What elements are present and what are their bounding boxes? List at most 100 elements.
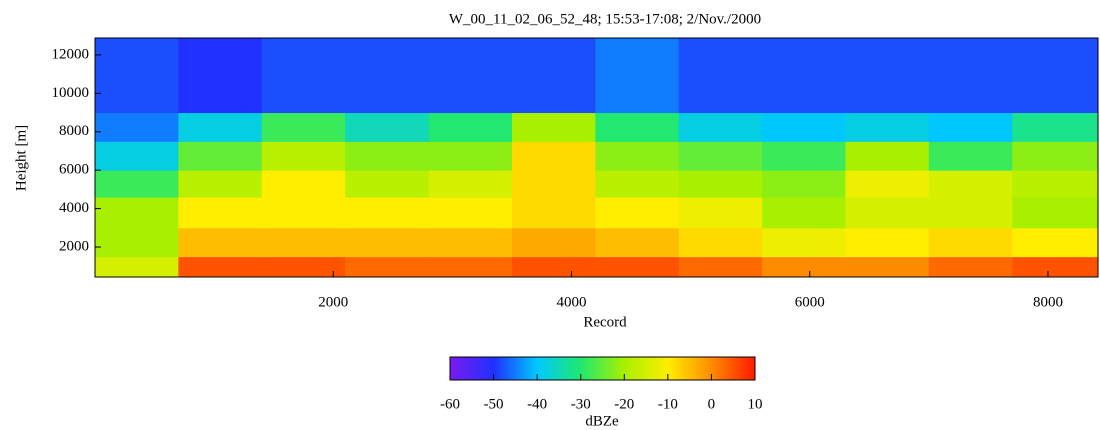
heat-cell [678, 256, 763, 278]
heat-cell [428, 256, 513, 278]
heat-cell [845, 141, 930, 171]
heat-cell [595, 256, 680, 278]
heat-cell [678, 38, 763, 114]
heat-cell [345, 256, 430, 278]
heat-cell [678, 227, 763, 258]
heat-cell [178, 112, 263, 142]
heat-cell [762, 170, 846, 198]
chart-title: W_00_11_02_06_52_48; 15:53-17:08; 2/Nov.… [449, 11, 761, 27]
colorbar-tick-label: -40 [527, 396, 547, 412]
heat-cell [261, 112, 346, 142]
x-tick-label: 2000 [318, 294, 348, 310]
heat-cell [511, 197, 596, 229]
colorbar-tick-label: 10 [748, 396, 763, 412]
heat-cell [261, 227, 346, 258]
colorbar-tick-label: 0 [708, 396, 716, 412]
heat-cell [678, 170, 763, 198]
heat-cell [762, 141, 846, 171]
heat-cell [95, 112, 179, 142]
heat-cell [1012, 112, 1099, 142]
heat-cell [428, 170, 513, 198]
heat-cell [1012, 197, 1099, 229]
x-tick-label: 8000 [1033, 294, 1063, 310]
heat-cell [345, 141, 430, 171]
y-tick-label: 6000 [59, 162, 89, 178]
heat-cell [1012, 227, 1099, 258]
colorbar-tick-label: -10 [658, 396, 678, 412]
heat-cell [1012, 170, 1099, 198]
heat-cell [511, 112, 596, 142]
heat-cell [95, 170, 179, 198]
heat-cell [511, 256, 596, 278]
x-tick-label: 4000 [556, 294, 586, 310]
heat-cell [762, 256, 846, 278]
heat-cell [928, 256, 1013, 278]
heat-cell [762, 197, 846, 229]
heat-cell [345, 112, 430, 142]
heat-cell [845, 256, 930, 278]
heat-cell [1012, 256, 1099, 278]
heat-cell [428, 112, 513, 142]
heat-cell [428, 141, 513, 171]
heat-cell [595, 141, 680, 171]
heat-cell [511, 227, 596, 258]
plot-frame [94, 37, 1099, 278]
heat-cell [928, 141, 1013, 171]
heat-cell [595, 227, 680, 258]
heat-cell [678, 197, 763, 229]
heat-cell [178, 227, 263, 258]
heat-cell [595, 197, 680, 229]
y-axis-label: Height [m] [13, 125, 29, 191]
heat-cell [678, 141, 763, 171]
heat-cell [928, 227, 1013, 258]
heat-cell [845, 170, 930, 198]
heat-cell [95, 197, 179, 229]
heat-cell [95, 256, 179, 278]
colorbar [449, 356, 756, 381]
y-tick-label: 12000 [52, 46, 90, 62]
colorbar-tick-label: -50 [484, 396, 504, 412]
colorbar-tick-label: -20 [614, 396, 634, 412]
heat-cell [678, 112, 763, 142]
heat-cell [762, 38, 846, 114]
heat-cell [595, 170, 680, 198]
heat-cell [928, 38, 1013, 114]
heat-cell [178, 141, 263, 171]
heat-cell [1012, 141, 1099, 171]
heat-cell [762, 227, 846, 258]
heat-cell [845, 227, 930, 258]
heat-cell [428, 38, 513, 114]
heat-cell [845, 112, 930, 142]
heat-cell [928, 170, 1013, 198]
heat-cell [428, 227, 513, 258]
heat-cell [178, 197, 263, 229]
y-tick-label: 2000 [59, 238, 89, 254]
y-tick-label: 8000 [59, 123, 89, 139]
heat-cell [261, 256, 346, 278]
heat-cell [511, 170, 596, 198]
heat-cell [95, 38, 179, 114]
heat-cell [345, 227, 430, 258]
heat-cell [345, 38, 430, 114]
y-tick-label: 4000 [59, 200, 89, 216]
heat-cell [95, 227, 179, 258]
colorbar-tick-label: -60 [440, 396, 460, 412]
heat-cell [845, 197, 930, 229]
heat-cell [261, 170, 346, 198]
heat-cell [178, 256, 263, 278]
heat-cell [428, 197, 513, 229]
heat-cell [595, 38, 680, 114]
y-tick-label: 10000 [52, 85, 90, 101]
heat-cell [845, 38, 930, 114]
heat-cell [1012, 38, 1099, 114]
colorbar-label: dBZe [585, 413, 619, 429]
heat-cell [178, 38, 263, 114]
heat-cell [762, 112, 846, 142]
colorbar-tick-label: -30 [571, 396, 591, 412]
heat-cell [95, 141, 179, 171]
heat-cell [345, 170, 430, 198]
heat-cell [511, 141, 596, 171]
heat-cell [261, 197, 346, 229]
heat-cell [261, 141, 346, 171]
